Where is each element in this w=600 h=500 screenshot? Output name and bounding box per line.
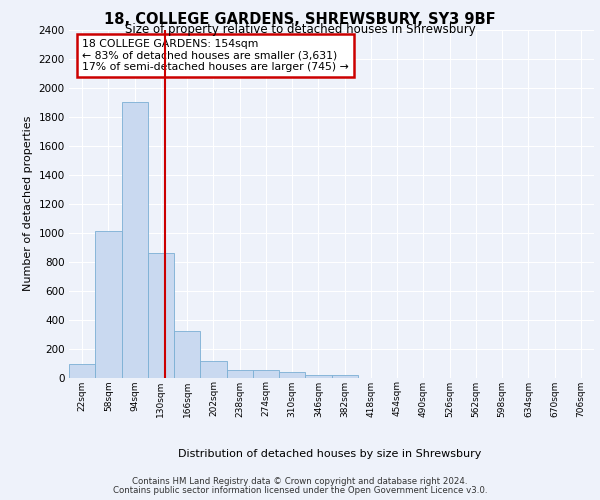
Text: 18, COLLEGE GARDENS, SHREWSBURY, SY3 9BF: 18, COLLEGE GARDENS, SHREWSBURY, SY3 9BF — [104, 12, 496, 28]
Bar — [69, 364, 95, 378]
Bar — [174, 331, 200, 378]
Bar — [227, 370, 253, 378]
Text: 18 COLLEGE GARDENS: 154sqm
← 83% of detached houses are smaller (3,631)
17% of s: 18 COLLEGE GARDENS: 154sqm ← 83% of deta… — [82, 38, 349, 72]
Bar — [279, 372, 305, 378]
Y-axis label: Number of detached properties: Number of detached properties — [23, 116, 33, 292]
Bar — [121, 102, 148, 378]
Text: Contains HM Land Registry data © Crown copyright and database right 2024.: Contains HM Land Registry data © Crown c… — [132, 477, 468, 486]
Bar — [253, 370, 279, 378]
Bar — [200, 361, 227, 378]
Bar — [331, 374, 358, 378]
Text: Size of property relative to detached houses in Shrewsbury: Size of property relative to detached ho… — [125, 22, 475, 36]
Text: Distribution of detached houses by size in Shrewsbury: Distribution of detached houses by size … — [178, 449, 482, 459]
Bar — [148, 253, 174, 378]
Bar — [305, 374, 331, 378]
Text: Contains public sector information licensed under the Open Government Licence v3: Contains public sector information licen… — [113, 486, 487, 495]
Bar — [95, 232, 121, 378]
